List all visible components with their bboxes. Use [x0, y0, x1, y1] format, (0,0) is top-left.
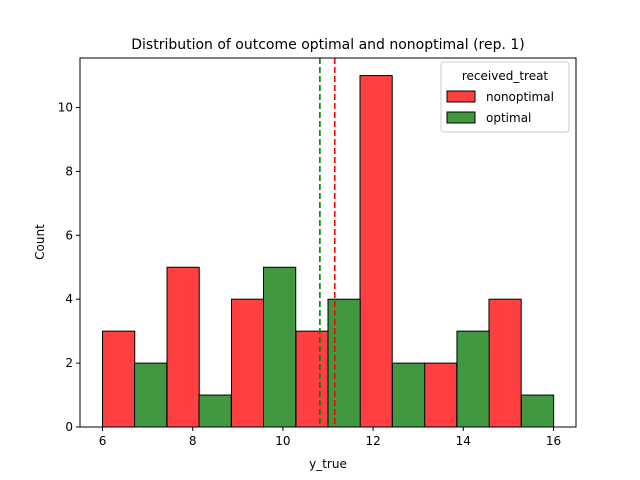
legend-swatch-optimal: [446, 111, 476, 124]
bar-nonoptimal-0: [102, 330, 136, 428]
legend-label-optimal: optimal: [486, 111, 531, 125]
legend-title: received_treat: [462, 69, 549, 83]
x-tick-label: 14: [456, 434, 471, 448]
x-tick-label: 8: [189, 434, 197, 448]
bar-optimal-4: [391, 362, 426, 428]
legend-label-nonoptimal: nonoptimal: [486, 90, 554, 104]
y-tick-label: 4: [65, 292, 73, 306]
legend: received_treat nonoptimal optimal: [440, 61, 570, 133]
y-tick-label: 8: [65, 164, 73, 178]
bar-nonoptimal-5: [423, 362, 458, 428]
chart-title: Distribution of outcome optimal and nono…: [131, 37, 525, 53]
x-tick-label: 12: [365, 434, 380, 448]
bar-optimal-6: [520, 394, 555, 428]
x-tick-label: 16: [546, 434, 561, 448]
x-tick-label: 10: [275, 434, 290, 448]
legend-swatch-nonoptimal: [446, 90, 476, 103]
x-tick-label: 6: [99, 434, 107, 448]
bar-nonoptimal-3: [295, 330, 329, 428]
y-tick-label: 0: [65, 420, 73, 434]
bar-optimal-1: [198, 394, 232, 428]
bar-nonoptimal-2: [231, 298, 265, 428]
y-tick-label: 6: [65, 228, 73, 242]
plot-area: 6 8 10 12 14 16 0 2 4 6 8 10: [58, 57, 577, 448]
y-axis-label: Count: [33, 224, 47, 260]
bar-nonoptimal-1: [166, 266, 200, 428]
y-tick-label: 2: [65, 356, 73, 370]
bar-nonoptimal-4: [359, 75, 393, 428]
x-axis-label: y_true: [309, 457, 347, 471]
y-tick-label: 10: [58, 101, 73, 115]
bar-optimal-0: [134, 362, 168, 428]
bar-optimal-2: [263, 266, 297, 428]
bar-nonoptimal-6: [488, 298, 522, 428]
bar-optimal-3: [327, 298, 361, 428]
axes-frame: [79, 57, 577, 428]
bar-optimal-5: [456, 330, 490, 428]
